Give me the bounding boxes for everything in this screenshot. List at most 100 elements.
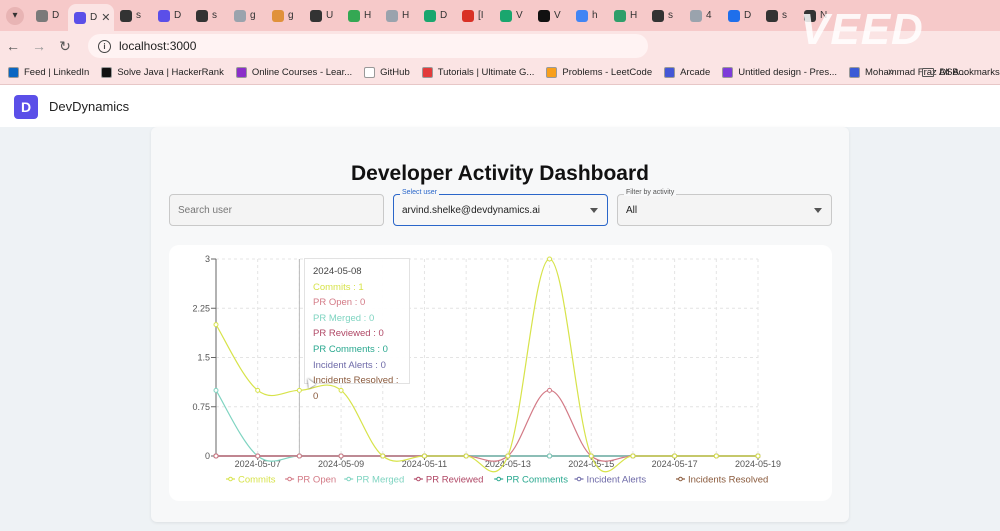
bookmark-favicon-icon [546,67,558,78]
filter-activity-label: Filter by activity [624,189,677,196]
data-point [421,453,427,459]
browser-tab[interactable]: V [494,4,532,28]
browser-tab[interactable]: s [190,4,228,28]
app-icon [500,9,512,22]
bookmark-favicon-icon [722,67,734,78]
browser-tab[interactable]: D [722,4,760,28]
browser-tab[interactable]: H [608,4,646,28]
browser-tab[interactable]: s [114,4,152,28]
search-user-input[interactable]: Search user [169,194,384,226]
data-point [213,322,219,328]
close-tab-icon[interactable]: ✕ [101,12,111,24]
tab-title: N [820,10,828,21]
browser-tab[interactable]: H [380,4,418,28]
bookmark-label: Online Courses - Lear... [251,67,353,78]
bookmark-label: Arcade [680,67,711,78]
tooltip-row: PR Open : 0 [313,297,366,309]
search-user-placeholder: Search user [178,204,232,216]
browser-tab[interactable]: g [266,4,304,28]
bookmark-item[interactable]: Problems - LeetCode [546,67,652,78]
bookmark-item[interactable]: Online Courses - Lear... [235,67,353,78]
browser-tab[interactable]: V [532,4,570,28]
tab-title: [I [478,10,484,21]
bookmark-favicon-icon [421,67,433,78]
bookmarks-bar: Feed | LinkedIn Solve Java | HackerRank On… [0,61,1000,85]
devdynamics-logo-icon[interactable]: D [14,94,38,119]
browser-tab[interactable]: s [760,4,798,28]
forward-arrow-icon[interactable]: → [32,38,46,54]
tab-title: V [554,10,561,21]
data-point [505,453,511,459]
info-icon[interactable]: i [98,39,111,53]
browser-tab[interactable]: D [418,4,456,28]
bookmark-label: Mohammad Fraz DSA... [865,67,967,78]
app-icon [424,9,436,22]
legend-label: PR Reviewed [426,475,484,486]
url-text: localhost:3000 [119,39,197,53]
browser-tab[interactable]: N [798,4,836,28]
bookmark-item[interactable]: Solve Java | HackerRank [101,67,224,78]
tab-title: D [52,10,60,21]
github-icon [652,9,664,22]
data-point [213,453,219,459]
tab-title: s [782,10,787,21]
x-tick-label: 2024-05-13 [485,459,531,469]
app-icon [538,9,550,22]
reload-icon[interactable]: ↻ [59,37,71,54]
tab-title: h [592,10,598,21]
bookmarks-overflow-chevron-icon[interactable]: » [888,66,895,78]
browser-tab[interactable]: D [152,4,190,28]
legend-marker-dot [576,476,582,482]
browser-tab[interactable]: s [646,4,684,28]
browser-tab[interactable]: D [30,4,68,28]
browser-tab[interactable]: [I [456,4,494,28]
y-tick-label: 3 [205,254,210,264]
url-omnibox[interactable]: i localhost:3000 [88,34,648,58]
browser-tab[interactable]: 4 [684,4,722,28]
legend-marker-dot [228,476,233,482]
bookmark-label: Problems - LeetCode [562,67,653,78]
browser-tab[interactable]: g [228,4,266,28]
browser-tab[interactable]: U [304,4,342,28]
data-point [755,453,761,459]
tab-title: 4 [706,10,712,21]
select-user-label: Select user [400,189,440,196]
browser-tab[interactable]: h [570,4,608,28]
tooltip-row: Incident Alerts : 0 [313,359,386,371]
data-point [338,387,344,393]
tooltip-row: PR Reviewed : 0 [313,328,384,340]
x-tick-label: 2024-05-11 [402,459,447,469]
bookmark-favicon-icon [364,67,376,78]
x-tick-label: 2024-05-09 [318,459,364,469]
tab-title: H [630,10,638,21]
chart-card [169,245,832,501]
bookmark-item[interactable]: Arcade [664,67,710,78]
tooltip-row: Incidents Resolved : 0 [313,375,399,402]
back-arrow-icon[interactable]: ← [6,38,20,54]
github-icon [120,9,132,22]
app-header: D DevDynamics [0,86,1000,127]
bookmark-favicon-icon [849,67,860,78]
data-point [213,387,219,393]
bookmark-item[interactable]: Feed | LinkedIn [8,67,89,78]
select-user-dropdown[interactable]: Select user arvind.shelke@devdynamics.ai [393,189,608,226]
all-bookmarks-button[interactable]: All Bookmarks [922,67,1000,78]
bookmark-item[interactable]: GitHub [364,67,410,78]
browser-tab[interactable]: D ✕ [68,4,114,31]
y-tick-label: 0.75 [192,402,210,412]
data-point [713,453,719,459]
browser-tab[interactable]: H [342,4,380,28]
chart-tooltip: 2024-05-08 Commits : 1 PR Open : 0 PR Merg… [304,258,410,402]
x-tick-label: 2024-05-07 [235,459,281,469]
data-point [547,256,553,262]
bookmark-item[interactable]: Tutorials | Ultimate G... [421,67,534,78]
tab-search-menu-button[interactable]: ▾ [6,6,24,25]
filter-activity-dropdown[interactable]: Filter by activity All [617,189,832,226]
bookmark-label: GitHub [380,67,410,78]
bookmark-favicon-icon [235,67,247,78]
dropdown-caret-icon [590,208,598,213]
bookmark-item[interactable]: Mohammad Fraz DSA... [849,67,967,78]
bookmark-item[interactable]: Untitled design - Pres... [722,67,837,78]
